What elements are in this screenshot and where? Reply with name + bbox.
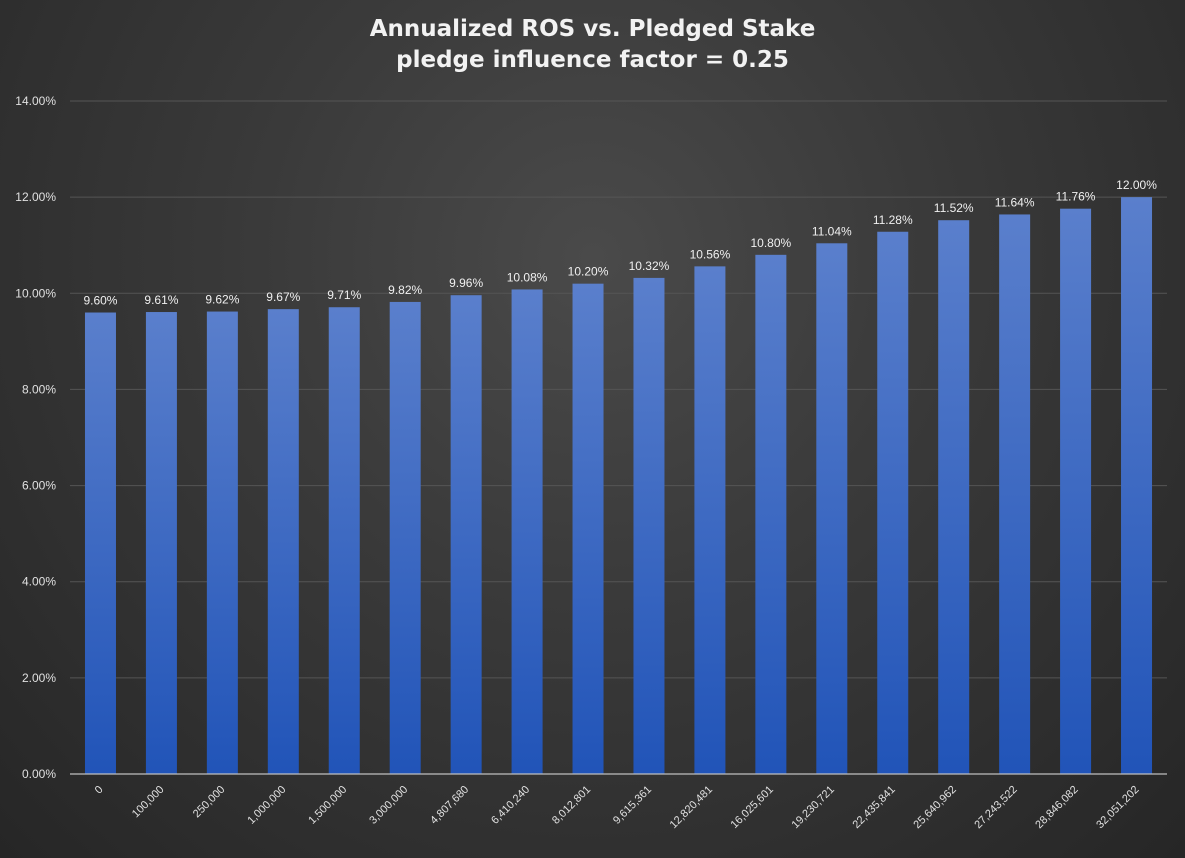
bar	[145, 312, 177, 774]
x-tick-label: 4,807,680	[428, 784, 471, 827]
data-label: 10.20%	[568, 265, 609, 279]
data-label: 9.61%	[144, 293, 178, 307]
x-tick-label: 32,051,202	[1094, 784, 1141, 831]
y-tick-label: 10.00%	[15, 286, 56, 300]
data-label: 9.96%	[449, 276, 483, 290]
data-label: 9.62%	[205, 293, 239, 307]
bar	[1121, 197, 1153, 775]
bar	[450, 295, 482, 774]
data-label: 9.71%	[327, 288, 361, 302]
y-tick-label: 8.00%	[22, 382, 56, 396]
y-tick-label: 0.00%	[22, 767, 56, 781]
data-label: 11.64%	[995, 195, 1035, 209]
data-label: 10.80%	[751, 236, 792, 250]
bar	[694, 266, 726, 774]
x-tick-label: 28,846,082	[1033, 784, 1080, 831]
y-tick-label: 2.00%	[22, 671, 56, 685]
x-axis-ticks: 0 100,000 250,000 1,000,000 1,500,000 3,000,0…	[93, 784, 1142, 831]
bar	[999, 214, 1031, 774]
x-tick-label: 6,410,240	[489, 784, 532, 827]
data-label: 9.67%	[266, 290, 300, 304]
y-tick-label: 4.00%	[22, 575, 56, 589]
bar	[633, 277, 665, 774]
bar	[511, 289, 543, 774]
data-label: 11.28%	[873, 213, 913, 227]
bar	[84, 312, 116, 774]
x-tick-label: 1,000,000	[245, 784, 288, 827]
x-tick-label: 22,435,841	[850, 784, 897, 831]
bar	[267, 309, 299, 774]
x-tick-label: 3,000,000	[367, 784, 410, 827]
data-label: 9.82%	[388, 283, 422, 297]
data-label: 10.32%	[629, 259, 670, 273]
chart-title-block: Annualized ROS vs. Pledged Stake pledge …	[0, 14, 1185, 76]
bar	[755, 254, 787, 775]
bar	[572, 283, 604, 774]
x-tick-label: 8,012,801	[550, 784, 593, 827]
y-tick-label: 12.00%	[15, 190, 56, 204]
y-tick-label: 6.00%	[22, 479, 56, 493]
bar	[389, 301, 421, 774]
x-tick-label: 100,000	[130, 784, 167, 821]
bar	[328, 307, 360, 774]
bars	[84, 197, 1153, 775]
bar	[877, 231, 909, 775]
data-label: 11.04%	[812, 224, 852, 238]
x-tick-label: 27,243,522	[972, 784, 1019, 831]
data-label: 11.52%	[934, 201, 974, 215]
x-tick-label: 25,640,962	[911, 784, 958, 831]
data-label: 10.08%	[507, 270, 548, 284]
bar	[1060, 208, 1092, 774]
x-tick-label: 250,000	[191, 784, 228, 821]
data-label: 12.00%	[1116, 178, 1157, 192]
y-tick-label: 14.00%	[15, 94, 56, 108]
x-tick-label: 19,230,721	[790, 784, 837, 831]
chart-subtitle: pledge influence factor = 0.25	[396, 47, 789, 73]
bar	[938, 220, 970, 774]
data-label: 10.56%	[690, 247, 731, 261]
x-tick-label: 12,820,481	[668, 784, 715, 831]
x-tick-label: 9,615,361	[611, 784, 654, 827]
x-tick-label: 16,025,601	[729, 784, 776, 831]
x-tick-label: 1,500,000	[306, 784, 349, 827]
data-label: 11.76%	[1056, 190, 1096, 204]
chart-title: Annualized ROS vs. Pledged Stake	[369, 16, 816, 42]
x-tick-label: 0	[93, 784, 106, 797]
gridlines	[70, 100, 1167, 679]
y-axis-ticks: 0.00% 2.00% 4.00% 6.00% 8.00% 10.00% 12.00% 14.…	[15, 94, 56, 781]
bar	[816, 243, 848, 774]
bar	[206, 311, 238, 774]
data-label: 9.60%	[83, 294, 117, 308]
data-labels: 9.60% 9.61% 9.62% 9.67% 9.71% 9.82% 9.96% 10.08…	[83, 178, 1157, 307]
